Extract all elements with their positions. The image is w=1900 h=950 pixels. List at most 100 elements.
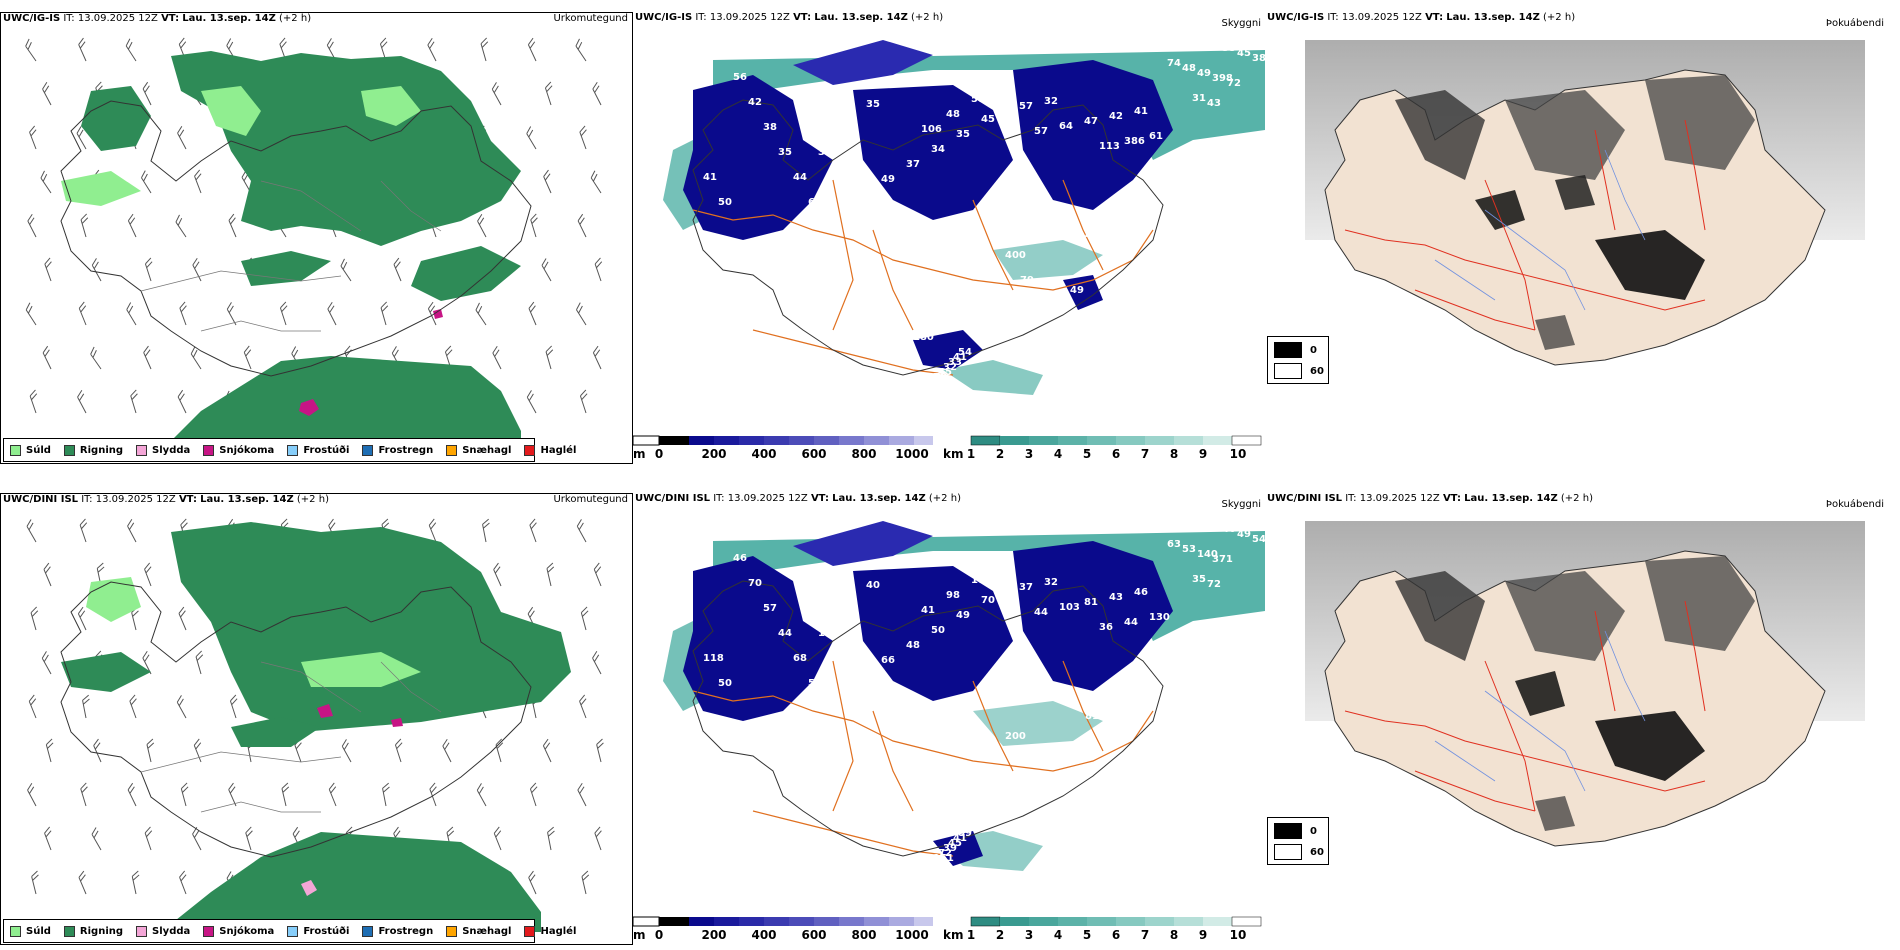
visibility-label: 54 <box>1252 534 1265 545</box>
visibility-map: 42 35 32 31 72 54 66 45 57 43 46 41 44 35 41 35 49 33 35 34… <box>663 40 1265 395</box>
legend-swatch <box>63 925 75 937</box>
visibility-label: 57 <box>1019 101 1033 112</box>
wind-barb <box>193 738 202 763</box>
visibility-label: 48 <box>946 109 960 120</box>
wind-barb <box>29 125 37 150</box>
legend-label: Haglél <box>540 444 577 456</box>
fog-dark-area <box>1505 571 1625 661</box>
legend-item: Frostúði <box>287 444 349 456</box>
fog-dark-area <box>1535 796 1575 831</box>
legend-label: Súld <box>26 925 51 937</box>
rain-area <box>161 356 521 451</box>
wind-barb <box>593 562 602 587</box>
wind-barb <box>529 518 537 543</box>
visibility-label: 70 <box>981 595 995 606</box>
visibility-label: 38 <box>928 858 942 869</box>
wind-barb <box>142 81 152 106</box>
low-visibility <box>793 521 933 566</box>
legend-label: Súld <box>26 444 51 456</box>
visibility-label: 52 <box>955 721 969 732</box>
wind-barb <box>177 126 187 150</box>
visibility-label: 46 <box>1134 587 1148 598</box>
visibility-label: 68 <box>793 653 807 664</box>
wind-barb <box>243 345 252 370</box>
wind-barb <box>141 170 152 194</box>
visibility-label: 39 <box>943 843 957 854</box>
legend-item: Snæhagl <box>446 444 511 456</box>
visibility-label: 386 <box>1124 136 1145 147</box>
wind-barb <box>528 301 537 326</box>
legend-label: Frostúði <box>303 925 350 937</box>
panel-title: Þokuábendi <box>1825 18 1884 29</box>
wind-barb <box>579 389 588 414</box>
rain-area <box>301 652 421 687</box>
rain-area <box>86 577 141 622</box>
visibility-label: 38 <box>1252 53 1265 64</box>
wind-barb <box>442 738 452 763</box>
wind-barb <box>78 301 87 326</box>
visibility-label: 43 <box>1109 592 1123 603</box>
wind-barb <box>596 738 604 763</box>
wind-barb <box>80 213 89 238</box>
wind-barb <box>393 257 402 282</box>
wind-barb <box>529 782 538 807</box>
fog-dark-area <box>1555 175 1595 210</box>
visibility-label: 41 <box>1134 106 1148 117</box>
precip-panel-row2: UWC/DINI ISL IT: 13.09.2025 12Z VT: Lau.… <box>0 493 633 945</box>
wind-barb <box>27 783 37 807</box>
visibility-label: 32 <box>943 362 957 373</box>
wind-barb <box>581 870 590 895</box>
rain-area <box>361 86 421 126</box>
km-colorbar: km 1 2 3 4 5 6 7 8 9 10 <box>943 435 1263 463</box>
visibility-label: 99 <box>923 803 937 814</box>
legend-swatch <box>446 925 458 937</box>
visibility-label: 45 <box>1237 48 1251 59</box>
wind-barb <box>30 606 39 631</box>
wind-barb <box>195 650 204 675</box>
wind-barb <box>82 694 90 719</box>
visibility-label: 45 <box>948 838 962 849</box>
legend-label: Frostregn <box>378 925 434 937</box>
river-network <box>1434 149 1646 311</box>
visibility-label: 41 <box>953 352 967 363</box>
panel-header: UWC/IG-IS IT: 13.09.2025 12Z VT: Lau. 13… <box>635 12 944 23</box>
legend-label: Slydda <box>152 444 191 456</box>
visibility-label: 49 <box>1237 529 1251 540</box>
visibility-label: 74 <box>1167 58 1181 69</box>
wind-barb <box>429 782 437 807</box>
sea-visibility <box>993 240 1103 280</box>
panel-title: Úrkomutegund <box>553 13 628 24</box>
visibility-label: 400 <box>1005 250 1026 261</box>
wind-barb <box>90 346 102 370</box>
wind-barb <box>526 390 537 414</box>
visibility-label: 33 <box>948 357 962 368</box>
visibility-label: 81 <box>1085 711 1099 722</box>
wind-barb <box>29 389 38 414</box>
legend-swatch <box>10 925 21 937</box>
wind-barb <box>279 301 288 326</box>
visibility-label: 41 <box>1085 230 1099 241</box>
panel-header: UWC/DINI ISL IT: 13.09.2025 12Z VT: Lau.… <box>3 494 329 505</box>
panel-title: Þokuábendi <box>1825 499 1884 510</box>
legend-item: Frostregn <box>362 444 433 456</box>
precip-legend: Súld Rigning Slydda Snjókoma Frostúði Frostre… <box>3 438 576 462</box>
wind-barb <box>131 870 140 895</box>
visibility-label: 44 <box>778 628 792 639</box>
visibility-labels: 42 35 32 31 72 54 66 45 57 43 46 41 44 35 41 35 49 33 35 34… <box>693 43 1265 388</box>
wind-barb <box>382 782 390 807</box>
visibility-label: 41 <box>703 172 717 183</box>
height-colorbar-gradient <box>633 916 933 927</box>
visibility-label: 78 <box>933 372 947 383</box>
wind-barb <box>41 651 52 675</box>
river-network <box>1434 630 1646 792</box>
visibility-label: 35 <box>1222 43 1236 54</box>
road-network <box>692 660 1154 857</box>
visibility-label: 106 <box>921 124 942 135</box>
wind-barb <box>592 651 602 675</box>
visibility-label: 49 <box>881 174 895 185</box>
wind-barb <box>577 782 587 807</box>
wind-barb <box>575 38 587 62</box>
low-visibility <box>683 75 833 240</box>
visibility-label: 398 <box>1212 73 1233 84</box>
visibility-label: 151 <box>933 853 954 864</box>
